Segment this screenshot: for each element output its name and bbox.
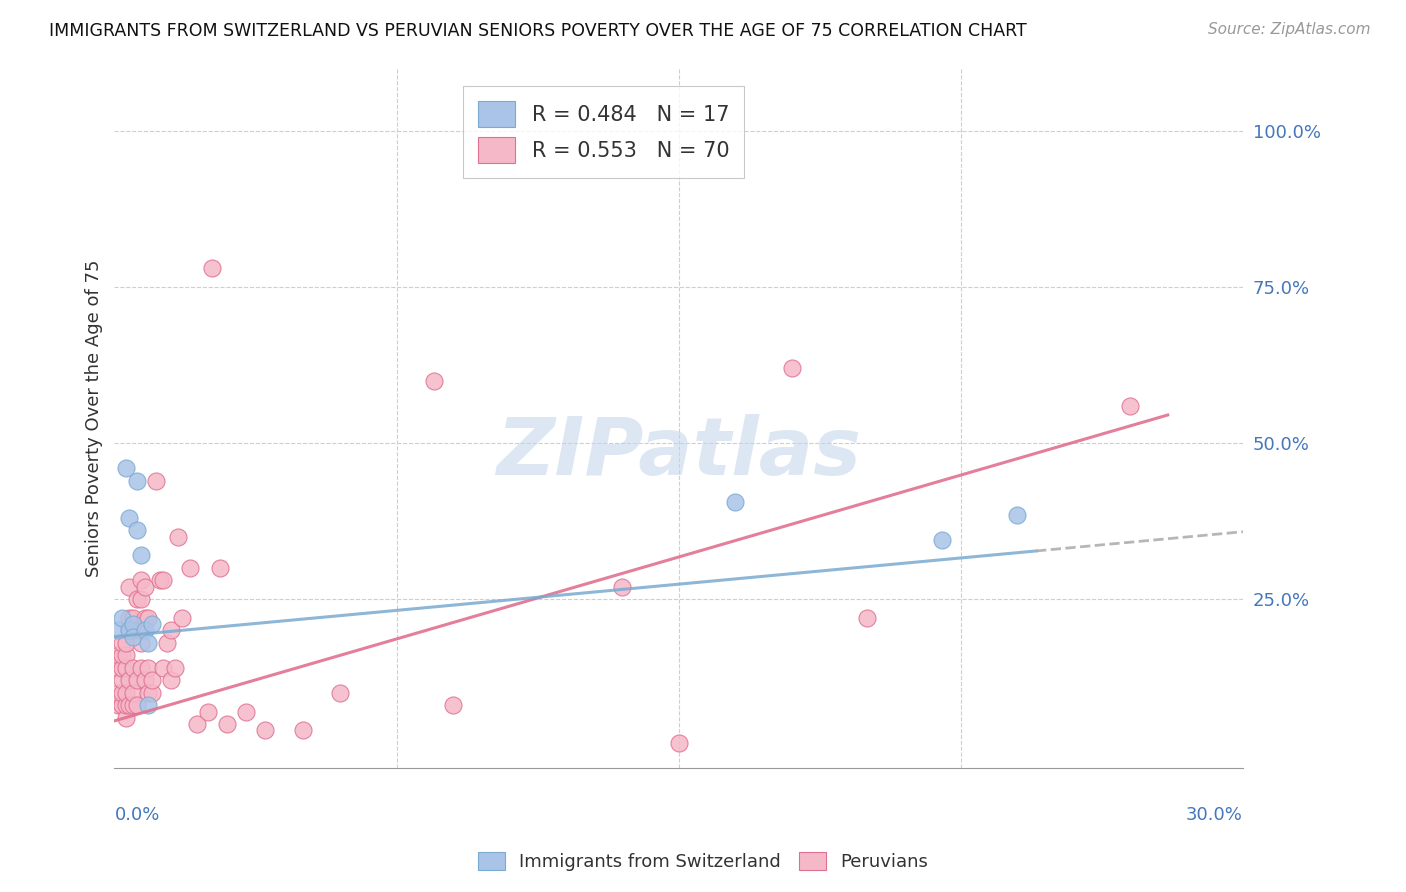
- Point: [129, 549, 152, 563]
- Text: Source: ZipAtlas.com: Source: ZipAtlas.com: [1208, 22, 1371, 37]
- Point: [122, 630, 145, 644]
- Point: [136, 698, 159, 713]
- Point: [114, 686, 136, 700]
- Point: [107, 686, 129, 700]
- Point: [291, 723, 314, 738]
- Text: ZIPatlas: ZIPatlas: [496, 414, 862, 492]
- Point: [118, 511, 141, 525]
- Point: [129, 661, 152, 675]
- Point: [152, 574, 174, 588]
- Point: [612, 580, 634, 594]
- Point: [122, 611, 145, 625]
- Point: [125, 624, 148, 638]
- Point: [136, 661, 159, 675]
- Point: [329, 686, 352, 700]
- Point: [114, 461, 136, 475]
- Point: [134, 580, 156, 594]
- Point: [114, 661, 136, 675]
- Legend: Immigrants from Switzerland, Peruvians: Immigrants from Switzerland, Peruvians: [471, 845, 935, 879]
- Point: [114, 648, 136, 663]
- Point: [134, 673, 156, 688]
- Point: [125, 698, 148, 713]
- Point: [423, 374, 446, 388]
- Y-axis label: Seniors Poverty Over the Age of 75: Seniors Poverty Over the Age of 75: [86, 260, 103, 577]
- Point: [111, 698, 134, 713]
- Point: [125, 474, 148, 488]
- Point: [122, 661, 145, 675]
- Point: [118, 624, 141, 638]
- Point: [122, 624, 145, 638]
- Point: [129, 624, 152, 638]
- Text: 30.0%: 30.0%: [1187, 806, 1243, 824]
- Point: [125, 592, 148, 607]
- Point: [129, 574, 152, 588]
- Point: [156, 636, 179, 650]
- Point: [118, 580, 141, 594]
- Point: [122, 698, 145, 713]
- Point: [111, 673, 134, 688]
- Point: [152, 661, 174, 675]
- Point: [125, 524, 148, 538]
- Point: [931, 533, 953, 547]
- Point: [148, 574, 170, 588]
- Point: [107, 698, 129, 713]
- Point: [145, 474, 167, 488]
- Point: [129, 592, 152, 607]
- Point: [172, 611, 194, 625]
- Point: [122, 617, 145, 632]
- Point: [141, 617, 163, 632]
- Point: [160, 673, 183, 688]
- Point: [125, 673, 148, 688]
- Point: [141, 686, 163, 700]
- Point: [1119, 399, 1142, 413]
- Point: [1007, 508, 1029, 522]
- Point: [668, 736, 690, 750]
- Text: 0.0%: 0.0%: [114, 806, 160, 824]
- Point: [136, 686, 159, 700]
- Point: [855, 611, 877, 625]
- Point: [141, 673, 163, 688]
- Point: [201, 261, 224, 276]
- Point: [111, 636, 134, 650]
- Point: [186, 717, 208, 731]
- Point: [118, 611, 141, 625]
- Point: [441, 698, 464, 713]
- Point: [160, 624, 183, 638]
- Point: [163, 661, 186, 675]
- Point: [724, 495, 747, 509]
- Point: [208, 561, 231, 575]
- Point: [111, 686, 134, 700]
- Point: [136, 636, 159, 650]
- Text: IMMIGRANTS FROM SWITZERLAND VS PERUVIAN SENIORS POVERTY OVER THE AGE OF 75 CORRE: IMMIGRANTS FROM SWITZERLAND VS PERUVIAN …: [49, 22, 1026, 40]
- Point: [114, 636, 136, 650]
- Point: [134, 624, 156, 638]
- Point: [107, 624, 129, 638]
- Point: [111, 661, 134, 675]
- Point: [114, 698, 136, 713]
- Point: [107, 648, 129, 663]
- Point: [197, 705, 219, 719]
- Point: [111, 648, 134, 663]
- Point: [179, 561, 201, 575]
- Point: [111, 611, 134, 625]
- Point: [122, 686, 145, 700]
- Point: [780, 361, 803, 376]
- Point: [136, 611, 159, 625]
- Point: [167, 530, 190, 544]
- Point: [129, 636, 152, 650]
- Point: [134, 611, 156, 625]
- Point: [114, 711, 136, 725]
- Point: [107, 661, 129, 675]
- Point: [118, 624, 141, 638]
- Point: [217, 717, 239, 731]
- Point: [118, 698, 141, 713]
- Legend: R = 0.484   N = 17, R = 0.553   N = 70: R = 0.484 N = 17, R = 0.553 N = 70: [464, 86, 744, 178]
- Point: [118, 673, 141, 688]
- Point: [253, 723, 276, 738]
- Point: [235, 705, 257, 719]
